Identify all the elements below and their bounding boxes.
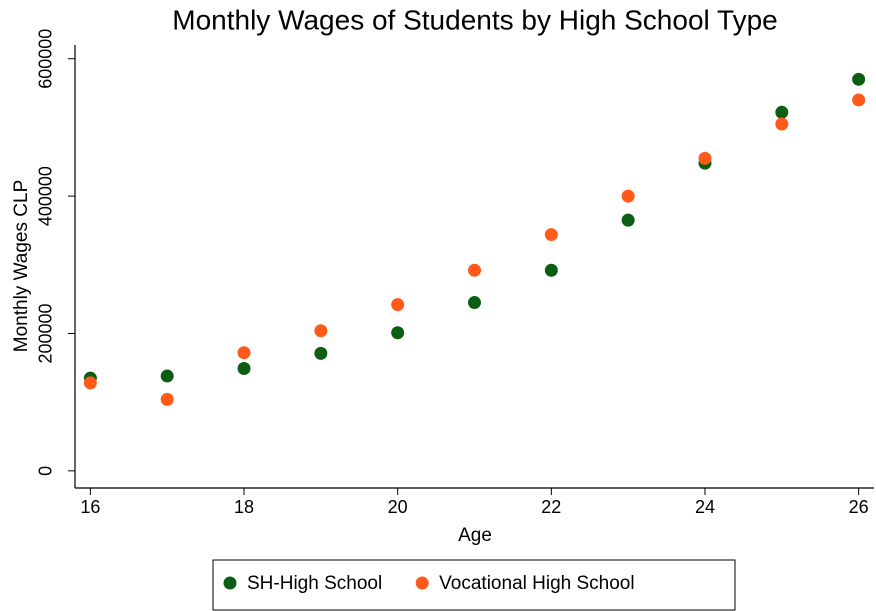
x-tick-label: 26 xyxy=(849,497,869,517)
point xyxy=(621,189,635,203)
y-tick-label: 200000 xyxy=(36,303,56,363)
point xyxy=(852,93,866,107)
legend-box xyxy=(212,559,736,611)
y-tick-label: 400000 xyxy=(36,166,56,226)
y-tick-label: 600000 xyxy=(36,29,56,89)
point xyxy=(237,346,251,360)
point xyxy=(391,298,405,312)
x-tick-label: 20 xyxy=(388,497,408,517)
legend-label: Vocational High School xyxy=(439,573,634,594)
point xyxy=(468,263,481,277)
point xyxy=(852,72,866,86)
point xyxy=(775,117,789,131)
point xyxy=(83,376,97,390)
point xyxy=(775,105,789,119)
point xyxy=(314,324,328,338)
point xyxy=(391,326,405,340)
y-tick-label: 0 xyxy=(36,466,56,476)
x-tick-label: 16 xyxy=(80,497,100,517)
point xyxy=(160,392,174,406)
chart-title: Monthly Wages of Students by High School… xyxy=(172,4,777,35)
x-axis-label: Age xyxy=(458,525,492,546)
legend-label: SH-High School xyxy=(247,573,382,594)
point xyxy=(621,213,635,227)
point xyxy=(237,361,251,375)
legend-marker xyxy=(415,576,429,590)
x-tick-label: 24 xyxy=(695,497,715,517)
x-tick-label: 22 xyxy=(541,497,561,517)
y-axis-label: Monthly Wages CLP xyxy=(11,180,32,352)
legend-marker xyxy=(223,576,237,590)
point xyxy=(544,228,558,242)
point xyxy=(160,369,174,383)
point xyxy=(698,151,712,165)
point xyxy=(544,263,558,277)
point xyxy=(468,296,481,310)
x-tick-label: 18 xyxy=(234,497,254,517)
point xyxy=(314,346,328,360)
